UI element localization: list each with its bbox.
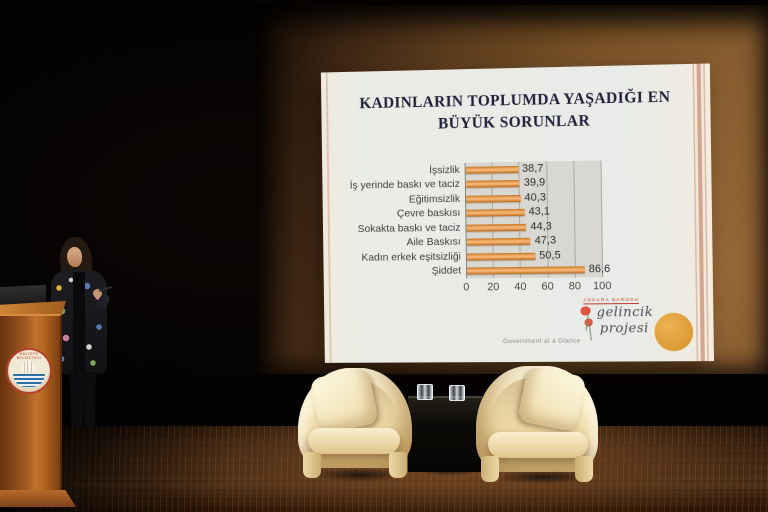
emblem-waves-icon	[13, 374, 45, 387]
x-tick-label: 0	[463, 281, 470, 294]
bar	[465, 180, 520, 189]
podium-base	[0, 490, 76, 507]
category-label: Sokakta baskı ve taciz	[357, 221, 461, 235]
side-table	[408, 384, 482, 472]
x-tick-label: 40	[514, 280, 527, 294]
podium-front: MALTEPE BELEDİYESİ	[0, 314, 62, 496]
logo-org-text: ANKARA BAROSU	[583, 296, 640, 304]
value-label: 39,9	[523, 176, 546, 190]
logo-name-line1: gelincik	[596, 304, 654, 321]
x-tick-label: 100	[592, 280, 612, 293]
chart-gridline	[573, 160, 576, 278]
slide-title-line2: BÜYÜK SORUNLAR	[437, 112, 591, 133]
presenter-hand	[93, 289, 102, 298]
category-label: Kadın erkek eşitsizliği	[361, 250, 461, 264]
slide-title-line1: KADINLARIN TOPLUMDA YAŞADIĞI EN	[359, 88, 671, 113]
value-label: 43,1	[528, 205, 551, 219]
bar	[465, 194, 521, 203]
emblem-text: MALTEPE BELEDİYESİ	[16, 352, 42, 360]
category-label: Eğitimsizlik	[408, 192, 461, 206]
bar	[466, 238, 531, 246]
water-glass	[449, 385, 465, 401]
source-citation: Government at a Glance	[503, 337, 581, 346]
value-label: 40,3	[524, 191, 547, 204]
chair-seat-cushion	[488, 432, 588, 458]
category-label: İşsizlik	[429, 163, 460, 177]
bar	[466, 252, 536, 261]
bar	[466, 209, 525, 217]
projection-screen: KADINLARIN TOPLUMDA YAŞADIĞI EN BÜYÜK SO…	[257, 5, 768, 374]
value-label: 44,3	[530, 220, 552, 233]
bar	[466, 266, 585, 275]
chair-leg	[575, 456, 593, 482]
category-label: Şiddet	[431, 264, 462, 278]
value-label: 47,3	[534, 234, 557, 248]
category-label: Çevre baskısı	[396, 207, 461, 220]
podium-top	[0, 301, 66, 316]
presentation-slide: KADINLARIN TOPLUMDA YAŞADIĞI EN BÜYÜK SO…	[320, 63, 715, 363]
chair-leg	[389, 452, 407, 478]
x-tick-label: 60	[541, 280, 554, 293]
chart: 0 20 40 60 80 100 İşsizlik 38,7 İş yerinde baskı…	[322, 155, 713, 310]
armchair-right	[476, 365, 598, 482]
armchair-left	[298, 367, 412, 478]
bar	[465, 165, 519, 174]
chair-pillow	[517, 365, 587, 433]
red-poppy-flower-icon	[580, 306, 591, 316]
presenter-black-top	[73, 272, 85, 372]
chair-seat-cushion	[308, 428, 400, 454]
logo-name-line2: projesi	[599, 321, 649, 337]
x-tick-label: 80	[568, 280, 582, 293]
emblem-building-icon	[22, 360, 35, 373]
chart-gridline	[600, 160, 604, 278]
value-label: 50,5	[539, 249, 561, 262]
category-label: İş yerinde baskı ve taciz	[349, 178, 460, 192]
chair-leg	[481, 456, 499, 482]
orange-circle-decoration	[654, 312, 694, 352]
value-label: 38,7	[521, 162, 544, 175]
category-label: Aile Baskısı	[406, 235, 461, 249]
value-label: 86,6	[588, 263, 611, 276]
municipality-emblem: MALTEPE BELEDİYESİ	[6, 348, 52, 394]
chair-pillow	[309, 367, 379, 435]
x-tick-label: 20	[487, 281, 500, 294]
chair-leg	[303, 452, 321, 478]
bar	[466, 223, 527, 232]
presenter-face	[67, 247, 82, 267]
water-glass	[417, 384, 433, 400]
